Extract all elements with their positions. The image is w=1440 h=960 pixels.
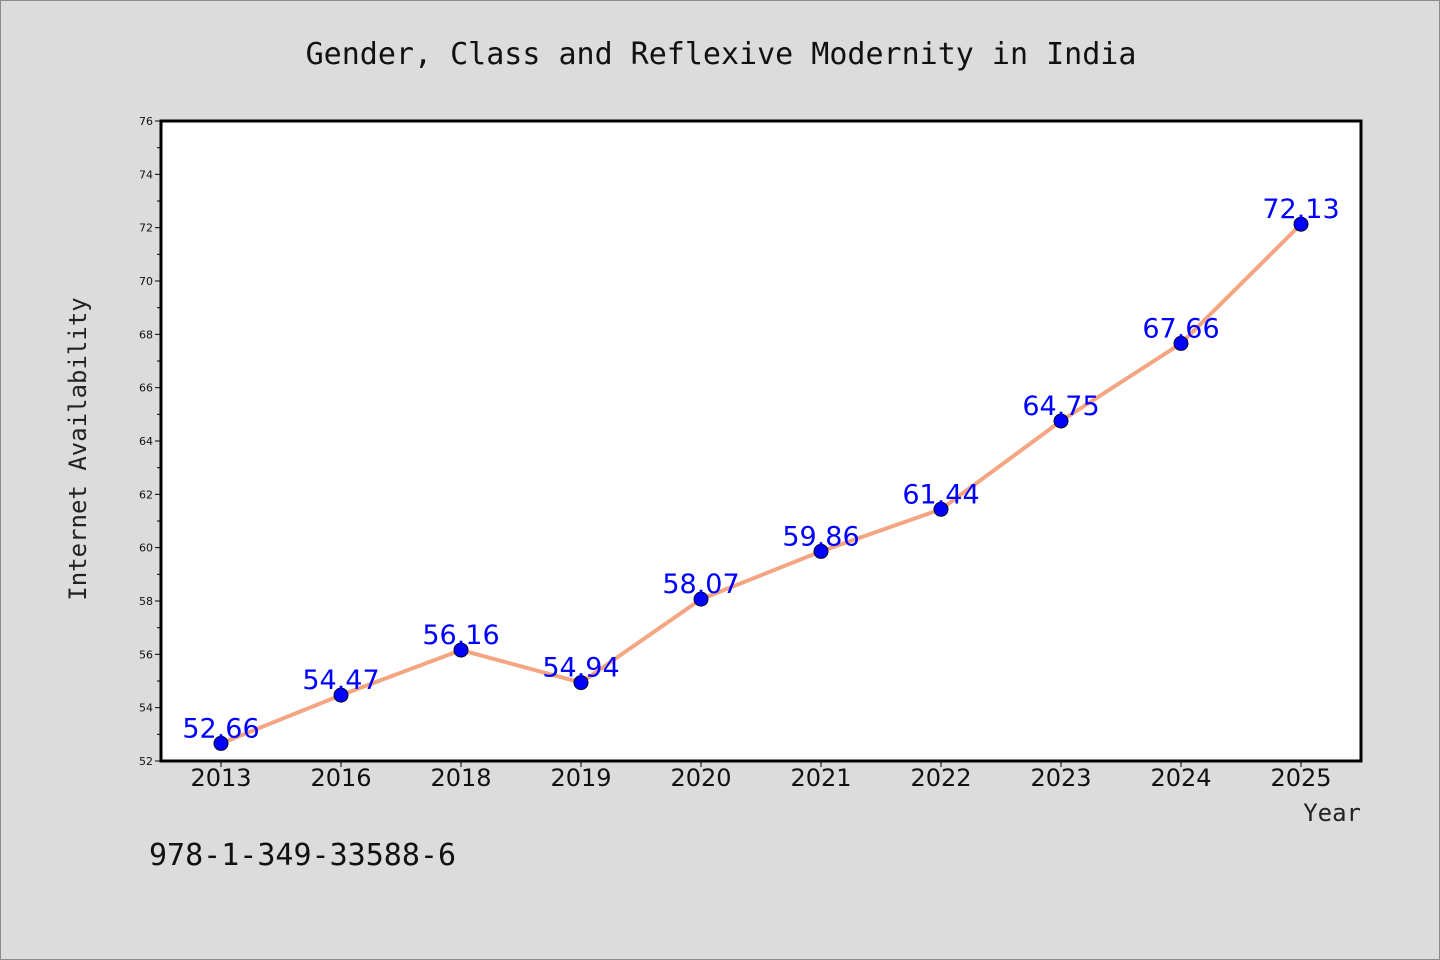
series-line — [219, 222, 1303, 746]
y-tick-label: 58 — [139, 595, 153, 608]
data-point — [213, 735, 229, 751]
x-axis-label: Year — [1303, 799, 1361, 827]
data-label: 64.75 — [1022, 391, 1099, 422]
marker-group — [213, 216, 1309, 751]
x-tick-label: 2022 — [910, 764, 971, 792]
data-point — [573, 675, 589, 691]
plot-border — [159, 119, 1363, 763]
x-tick-label: 2024 — [1150, 764, 1211, 792]
data-label: 67.66 — [1142, 313, 1219, 344]
y-axis-label: Internet Availability — [64, 297, 92, 600]
y-tick-label: 60 — [139, 542, 153, 555]
y-tick-label: 56 — [139, 648, 153, 661]
data-point — [693, 591, 709, 607]
x-tick-label: 2025 — [1270, 764, 1331, 792]
y-tick-label: 64 — [139, 435, 153, 448]
data-label: 61.44 — [902, 479, 979, 510]
y-axis: 52 54 56 58 60 62 64 66 68 70 72 74 76 — [139, 115, 161, 768]
x-tick-label: 2021 — [790, 764, 851, 792]
y-tick-label: 66 — [139, 382, 153, 395]
data-point — [813, 543, 829, 559]
series-line-group — [219, 222, 1303, 746]
data-label: 59.86 — [782, 521, 859, 552]
data-label-group: 52.66 54.47 56.16 54.94 58.07 59.86 61.44 64.75… — [182, 194, 1339, 744]
y-tick-label: 72 — [139, 222, 153, 235]
x-tick-label: 2019 — [550, 764, 611, 792]
x-tick-label: 2020 — [670, 764, 731, 792]
data-label: 54.47 — [302, 665, 379, 696]
data-label: 72.13 — [1262, 194, 1339, 225]
x-tick-label: 2023 — [1030, 764, 1091, 792]
y-tick-label: 74 — [139, 168, 153, 181]
x-tick-label: 2013 — [190, 764, 251, 792]
isbn-note: 978-1-349-33588-6 — [149, 838, 456, 873]
y-tick-label: 68 — [139, 328, 153, 341]
data-label: 58.07 — [662, 569, 739, 600]
x-tick-label: 2016 — [310, 764, 371, 792]
data-point — [1293, 216, 1309, 232]
data-point — [933, 501, 949, 517]
data-point — [333, 687, 349, 703]
data-label: 54.94 — [542, 653, 619, 684]
data-point — [453, 642, 469, 658]
x-axis: 2013 2016 2018 2019 2020 2021 2022 2023 2024 2025 — [190, 761, 1332, 792]
data-point — [1053, 413, 1069, 429]
data-label: 52.66 — [182, 713, 259, 744]
data-label: 56.16 — [422, 620, 499, 651]
chart-title: Gender, Class and Reflexive Modernity in… — [306, 37, 1137, 72]
y-tick-label: 70 — [139, 275, 153, 288]
data-point — [1173, 335, 1189, 351]
x-tick-label: 2018 — [430, 764, 491, 792]
y-tick-label: 76 — [139, 115, 153, 128]
y-tick-label: 52 — [139, 755, 153, 768]
plot-area — [161, 121, 1361, 761]
y-tick-label: 62 — [139, 488, 153, 501]
y-tick-label: 54 — [139, 702, 153, 715]
